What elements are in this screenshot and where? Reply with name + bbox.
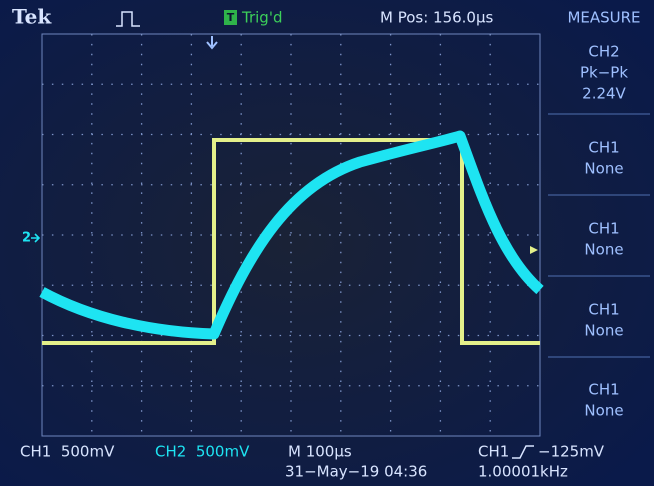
channel-marker: 2 xyxy=(22,231,31,246)
ch1-scale: CH1 500mV xyxy=(20,443,115,461)
frequency: 1.00001kHz xyxy=(478,463,568,481)
menu-title: MEASURE xyxy=(567,9,640,27)
horizontal-position: M Pos: 156.0µs xyxy=(380,9,494,27)
trigger-icon-letter: T xyxy=(227,11,235,24)
scope-screen: Tek T Trig'd M Pos: 156.0µs MEASURE xyxy=(0,0,654,486)
background xyxy=(0,0,654,486)
menu-channel[interactable]: CH1 xyxy=(588,220,619,238)
menu-measure[interactable]: None xyxy=(584,241,623,259)
menu-value: 2.24V xyxy=(582,85,626,103)
page: Tek T Trig'd M Pos: 156.0µs MEASURE xyxy=(0,0,654,486)
menu-channel[interactable]: CH2 xyxy=(588,43,619,61)
menu-channel[interactable]: CH1 xyxy=(588,301,619,319)
menu-channel[interactable]: CH1 xyxy=(588,139,619,157)
date-time: 31−May−19 04:36 xyxy=(285,463,427,481)
trigger-source: CH1 xyxy=(478,443,509,461)
menu-channel[interactable]: CH1 xyxy=(588,381,619,399)
menu-measure[interactable]: None xyxy=(584,322,623,340)
trigger-status: Trig'd xyxy=(241,9,282,27)
timebase: M 100µs xyxy=(288,443,352,461)
ch2-scale: CH2 500mV xyxy=(155,443,250,461)
brand: Tek xyxy=(12,5,52,29)
menu-measure[interactable]: None xyxy=(584,160,623,178)
menu-measure[interactable]: None xyxy=(584,402,623,420)
trigger-level: −125mV xyxy=(538,443,605,461)
menu-measure[interactable]: Pk−Pk xyxy=(580,64,628,82)
